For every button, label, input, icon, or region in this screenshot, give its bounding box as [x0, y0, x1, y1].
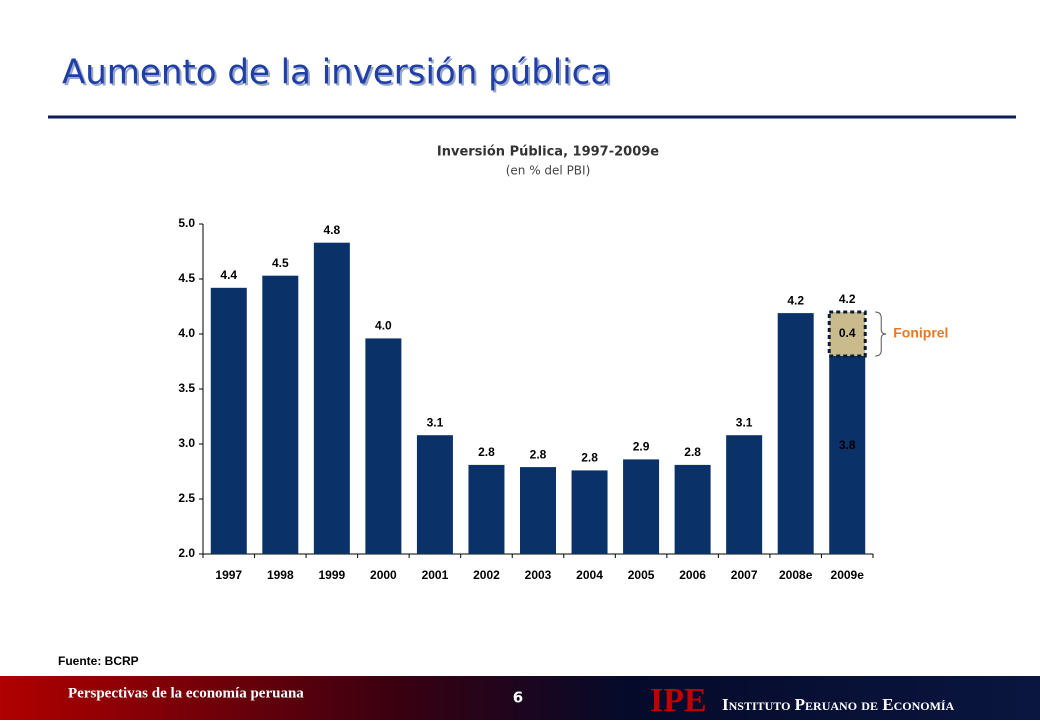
title-shadow: Aumento de la inversión pública: [64, 55, 613, 95]
value-label: 3.8: [839, 438, 856, 452]
x-tick-label: 2006: [679, 568, 706, 582]
x-tick-label: 2007: [731, 568, 758, 582]
y-tick-label: 4.0: [178, 326, 195, 340]
annotation: Foniprel: [893, 325, 948, 341]
bar: [777, 313, 814, 554]
value-label: 3.1: [427, 415, 444, 429]
plot: 2.0 2.5 3.0 3.5 4.0 4.5 5.0 1997 4.4 1998 4.5 1999 4…: [178, 216, 948, 582]
bar: [829, 356, 866, 554]
value-label: 4.4: [220, 268, 237, 282]
logo: IPE: [650, 682, 707, 719]
value-label: 2.8: [530, 447, 547, 461]
x-tick-label: 2009e: [831, 568, 865, 582]
y-tick-label: 2.5: [178, 491, 195, 505]
brace: [875, 311, 887, 357]
value-label: 2.8: [478, 445, 495, 459]
footer-left: Perspectivas de la economía peruana: [68, 685, 304, 701]
chart-title: Inversión Pública, 1997-2009e: [437, 145, 659, 160]
y-tick-label: 3.5: [178, 381, 195, 395]
x-tick-label: 2002: [473, 568, 500, 582]
value-label: 0.4: [839, 326, 856, 340]
x-tick-label: 1997: [215, 568, 242, 582]
bar: [262, 275, 299, 554]
bar: [571, 470, 608, 554]
bar: [520, 467, 556, 554]
value-label: 2.9: [633, 440, 650, 454]
x-tick-label: 2003: [525, 568, 552, 582]
value-label: 4.2: [787, 293, 804, 307]
institute: Instituto Peruano de Economía: [722, 695, 955, 714]
footer-bar: [0, 676, 1040, 720]
bar: [623, 459, 660, 554]
value-label: 4.5: [272, 256, 289, 270]
value-label: 2.8: [581, 451, 598, 465]
slide-title: Aumento de la inversión pública: [62, 53, 611, 93]
x-tick-label: 2008e: [779, 568, 813, 582]
total-label: 4.2: [839, 292, 856, 306]
bar: [726, 435, 763, 554]
value-label: 4.0: [375, 319, 392, 333]
y-tick-label: 4.5: [178, 271, 195, 285]
bar: [210, 287, 247, 554]
stack-segment: [827, 310, 867, 358]
x-tick-label: 2004: [576, 568, 603, 582]
x-tick-label: 2005: [628, 568, 655, 582]
bar: [468, 464, 505, 554]
value-label: 2.8: [684, 445, 701, 459]
source: Fuente: BCRP: [58, 654, 139, 668]
y-tick-label: 5.0: [178, 216, 195, 230]
bar: [416, 435, 453, 554]
x-tick-label: 1998: [267, 568, 294, 582]
page-number: 6: [513, 689, 523, 707]
x-tick-label: 2001: [422, 568, 449, 582]
value-label: 4.8: [324, 223, 341, 237]
value-label: 3.1: [736, 415, 753, 429]
x-tick-label: 1999: [318, 568, 345, 582]
chart-subtitle: (en % del PBI): [506, 164, 591, 178]
x-tick-label: 2000: [370, 568, 397, 582]
y-tick-label: 2.0: [178, 546, 195, 560]
bar: [313, 242, 350, 554]
bar: [674, 464, 711, 554]
y-tick-label: 3.0: [178, 436, 195, 450]
bar: [365, 338, 402, 554]
